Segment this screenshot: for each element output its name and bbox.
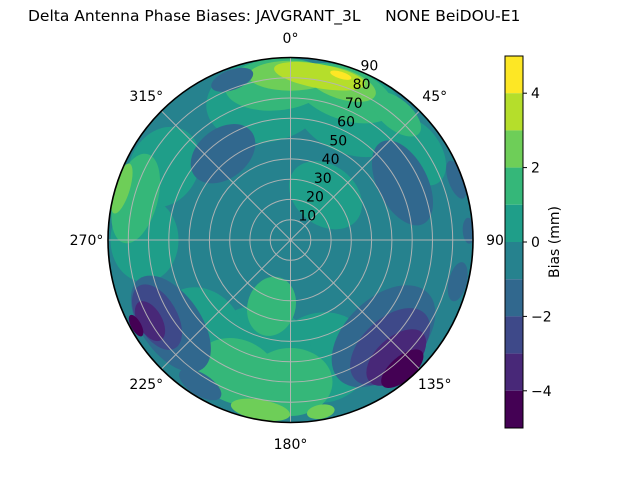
theta-label-270: 270°	[70, 233, 104, 249]
r-label-20: 20	[306, 190, 324, 206]
colorbar-tick-marks	[523, 92, 527, 392]
theta-label-315: 315°	[129, 89, 163, 105]
contour-blob	[371, 91, 422, 137]
contour-blob	[179, 368, 222, 401]
colorbar-band	[505, 353, 523, 391]
colorbar-band	[505, 167, 523, 205]
r-label-60: 60	[337, 115, 355, 131]
radial-tick-labels: 10 20 30 40 50 60 70 80 90	[298, 58, 378, 224]
theta-label-0: 0°	[283, 31, 299, 47]
r-label-70: 70	[345, 96, 363, 112]
contour-blob	[288, 161, 363, 230]
contour-blob	[446, 160, 467, 199]
colorbar-band	[505, 130, 523, 168]
contour-blob	[190, 124, 256, 184]
r-label-30: 30	[314, 171, 332, 187]
polar-outline	[107, 56, 474, 424]
theta-tick-labels: 0° 45° 90 135° 180° 225° 270° 315°	[70, 31, 504, 453]
colorbar-tick-2: 2	[531, 161, 540, 177]
r-label-10: 10	[298, 208, 316, 224]
theta-label-225: 225°	[129, 377, 163, 393]
colorbar-tick-m2: −2	[531, 309, 552, 325]
colorbar-tick-4: 4	[531, 86, 540, 102]
colorbar-band	[505, 242, 523, 280]
colorbar-band	[505, 93, 523, 131]
theta-label-180: 180°	[274, 437, 308, 453]
contour-blob	[211, 67, 254, 92]
colorbar-tick-0: 0	[531, 235, 540, 251]
contour-blob	[371, 140, 434, 226]
polar-grid	[108, 57, 473, 423]
contour-minimum	[128, 314, 144, 337]
colorbar-band	[505, 56, 523, 94]
r-label-50: 50	[329, 133, 347, 149]
theta-label-135: 135°	[418, 377, 452, 393]
colorbar-tick-m4: −4	[531, 384, 552, 400]
contour-blob	[306, 404, 335, 420]
contour-blob	[274, 61, 365, 91]
contour-blob	[111, 163, 133, 214]
grid-spoke	[161, 110, 420, 370]
contour-peak	[330, 70, 352, 80]
theta-label-45: 45°	[422, 89, 447, 105]
contour-blob	[366, 329, 427, 386]
colorbar-tick-labels: 4 2 0 −2 −4	[531, 86, 552, 400]
colorbar-band	[505, 316, 523, 354]
contour-blob	[447, 262, 468, 302]
r-label-80: 80	[353, 77, 371, 93]
chart-title: Delta Antenna Phase Biases: JAVGRANT_3L …	[28, 7, 521, 25]
theta-label-90: 90	[486, 233, 504, 249]
colorbar-axis-label: Bias (mm)	[547, 206, 563, 278]
colorbar-band	[505, 390, 523, 428]
contour-blob	[230, 398, 291, 421]
colorbar: 4 2 0 −2 −4 Bias (mm)	[504, 55, 563, 429]
r-label-90: 90	[360, 58, 378, 74]
colorbar-band	[505, 204, 523, 242]
contour-minimum	[381, 349, 424, 389]
colorbar-band	[505, 279, 523, 317]
r-label-40: 40	[322, 152, 340, 168]
